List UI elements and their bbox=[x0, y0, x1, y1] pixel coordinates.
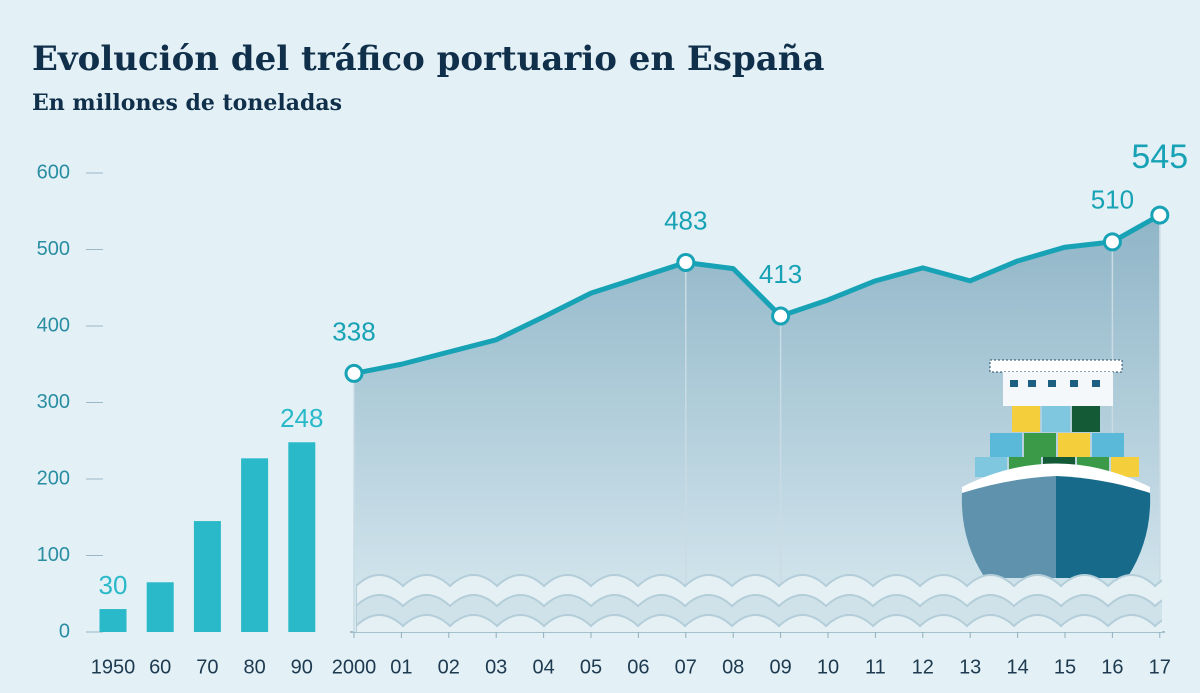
y-tick-label: 300 bbox=[37, 391, 70, 413]
x-tick-label: 14 bbox=[1006, 656, 1028, 678]
y-tick-label: 100 bbox=[37, 544, 70, 566]
chart-subtitle: En millones de toneladas bbox=[32, 90, 342, 116]
bar bbox=[99, 609, 127, 632]
point bbox=[676, 253, 696, 273]
bar bbox=[241, 458, 269, 632]
x-tick-label: 05 bbox=[580, 656, 602, 678]
line bbox=[353, 212, 1162, 376]
y-tick-label: 200 bbox=[37, 467, 70, 489]
y-tick-label: 600 bbox=[37, 161, 70, 183]
bar bbox=[193, 521, 221, 632]
x-tick-label: 06 bbox=[627, 656, 649, 678]
x-tick-label: 12 bbox=[912, 656, 934, 678]
x-tick-label: 1950 bbox=[91, 656, 136, 678]
x-tick-label: 01 bbox=[390, 656, 412, 678]
point bbox=[1102, 232, 1122, 252]
chart-title: Evolución del tráfico portuario en Españ… bbox=[32, 39, 825, 79]
bar bbox=[146, 582, 174, 632]
x-tick-label: 09 bbox=[769, 656, 791, 678]
area bbox=[354, 215, 1160, 632]
x-tick-label: 16 bbox=[1101, 656, 1123, 678]
x-tick-label: 04 bbox=[532, 656, 554, 678]
data-label: 545 bbox=[1131, 138, 1188, 176]
x-tick-label: 17 bbox=[1149, 656, 1171, 678]
x-tick-label: 11 bbox=[865, 656, 886, 678]
marks: 30 248 338 483 413 510 545 bbox=[99, 138, 1188, 632]
x-tick-label: 08 bbox=[722, 656, 744, 678]
bar bbox=[288, 442, 316, 632]
x-tick-label: 70 bbox=[196, 656, 218, 678]
data-label: 510 bbox=[1091, 185, 1134, 215]
wave bbox=[356, 614, 1162, 632]
x-tick-label: 15 bbox=[1054, 656, 1076, 678]
waves bbox=[356, 574, 1162, 632]
data-label: 30 bbox=[99, 570, 128, 600]
y-tick-label: 400 bbox=[37, 314, 70, 336]
data-label: 483 bbox=[664, 205, 707, 235]
point bbox=[344, 363, 364, 383]
x-tick-label: 2000 bbox=[332, 656, 377, 678]
data-label: 338 bbox=[332, 316, 375, 346]
x-tick-label: 03 bbox=[485, 656, 507, 678]
x-tick-label: 13 bbox=[959, 656, 981, 678]
data-label: 413 bbox=[759, 259, 802, 289]
x-tick-label: 02 bbox=[438, 656, 460, 678]
y-tick-label: 500 bbox=[37, 238, 70, 260]
data-label: 248 bbox=[280, 403, 323, 433]
x-tick-label: 10 bbox=[817, 656, 839, 678]
x-tick-label: 90 bbox=[291, 656, 313, 678]
point bbox=[1150, 205, 1170, 225]
point bbox=[771, 306, 791, 326]
x-tick-label: 60 bbox=[149, 656, 171, 678]
ship-illustration bbox=[961, 359, 1151, 578]
x-tick-label: 80 bbox=[243, 656, 265, 678]
x-tick-label: 07 bbox=[675, 656, 697, 678]
y-tick-label: 0 bbox=[59, 620, 70, 642]
